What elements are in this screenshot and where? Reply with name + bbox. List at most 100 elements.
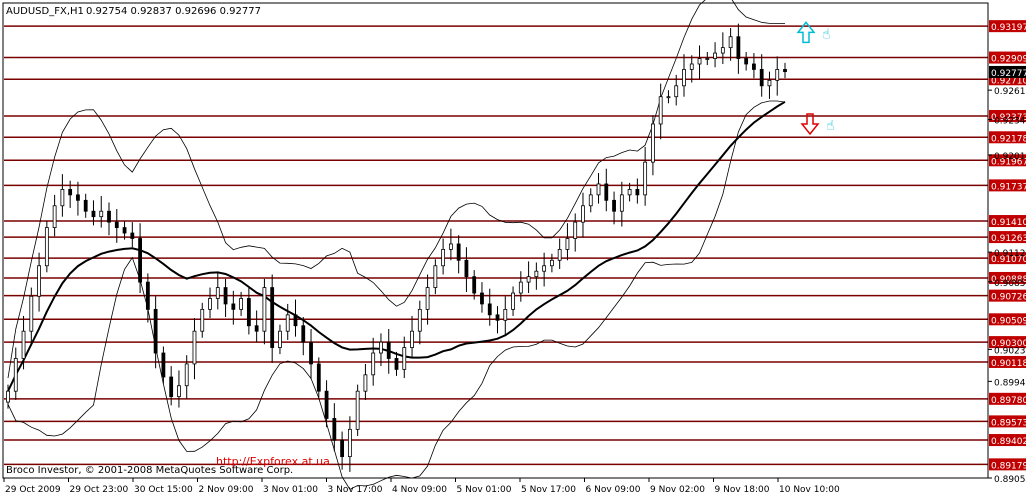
candle-body <box>456 243 461 261</box>
candle-body <box>448 243 453 250</box>
level-label: 0.89402 <box>991 437 1026 447</box>
level-label: 0.89780 <box>991 396 1026 406</box>
level-label-box <box>989 154 1026 167</box>
level-label: 0.89573 <box>991 418 1026 428</box>
candle-body <box>767 79 772 87</box>
candle-body <box>21 330 26 359</box>
x-tick-label: 3 Nov 17:00 <box>328 485 383 495</box>
candle-body <box>278 330 282 348</box>
candle-body <box>44 227 49 267</box>
candle-body <box>60 189 65 207</box>
candle-body <box>526 276 531 283</box>
x-tick-label: 5 Nov 01:00 <box>457 485 512 495</box>
level-label: 0.91967 <box>991 157 1026 167</box>
candle-body <box>651 123 655 163</box>
candle-body <box>76 194 80 201</box>
level-label: 0.89179 <box>991 461 1026 471</box>
candle-body <box>316 363 321 392</box>
level-label-box <box>989 231 1026 244</box>
candle-body <box>114 221 119 228</box>
level-label-box <box>989 289 1026 302</box>
x-tick-label: 3 Nov 01:00 <box>263 485 318 495</box>
x-tick-label: 2 Nov 09:00 <box>199 485 254 495</box>
candle-body <box>239 298 244 310</box>
candle-body <box>503 308 508 321</box>
candle-body <box>736 36 741 59</box>
x-tick-label: 29 Oct 2009 <box>5 485 61 495</box>
candle-body <box>130 232 135 239</box>
level-label: 0.91070 <box>991 255 1026 265</box>
bollinger-bands <box>7 0 786 490</box>
candle-body <box>643 161 648 196</box>
level-label-box <box>989 271 1026 284</box>
candle-body <box>417 308 422 332</box>
chart-frame <box>2 2 989 479</box>
candle-body <box>177 385 181 398</box>
candle-body <box>138 238 142 283</box>
candle-body <box>666 96 671 99</box>
candle-body <box>52 205 57 228</box>
current-price-label: 0.92777 <box>991 69 1026 79</box>
level-label: 0.92373 <box>991 113 1026 123</box>
candle-body <box>83 199 88 212</box>
x-tick-label: 4 Nov 09:00 <box>392 485 447 495</box>
pointing-hand-icon: ☝ <box>826 118 835 134</box>
candle-body <box>363 374 368 392</box>
copyright-text: Broco Investor, © 2001-2008 MetaQuotes S… <box>6 465 293 476</box>
trade-signals[interactable]: ☝☝ <box>796 21 835 136</box>
candle-body <box>6 390 10 403</box>
candle-body <box>542 265 547 272</box>
y-tick-label: 0.90853 <box>994 279 1026 289</box>
candle-body <box>487 303 492 316</box>
candle-body <box>262 287 267 332</box>
candle-body <box>425 287 430 310</box>
candle-body <box>410 330 414 348</box>
candle-body <box>744 58 749 65</box>
candle-body <box>285 314 290 332</box>
candle-body <box>246 298 251 327</box>
ohlc-readout: 0.92754 0.92837 0.92696 0.92777 <box>86 6 261 17</box>
watermark-link[interactable]: http://Expforex.at.ua <box>216 455 330 468</box>
candle-body <box>697 58 702 65</box>
candle-body <box>705 58 710 60</box>
candle-body <box>581 205 585 223</box>
candle-body <box>518 281 523 294</box>
level-label-box <box>989 336 1026 349</box>
level-label: 0.91263 <box>991 234 1026 244</box>
level-label-box <box>989 20 1026 33</box>
candle-body <box>379 341 383 354</box>
level-label: 0.91737 <box>991 182 1026 192</box>
candle-body <box>402 347 407 370</box>
level-label-box <box>989 179 1026 192</box>
time-axis: 29 Oct 2009 29 Oct 23:00 30 Oct 15:00 2 Nov… <box>3 478 840 495</box>
candle-body <box>550 259 554 267</box>
y-tick-label: 0.91125 <box>994 249 1026 259</box>
candle-body <box>223 287 228 305</box>
down-arrow-icon <box>800 113 820 136</box>
level-label: 0.91410 <box>991 218 1026 228</box>
x-tick-label: 30 Oct 15:00 <box>134 485 193 495</box>
x-tick-label: 29 Oct 23:00 <box>70 485 129 495</box>
candle-body <box>192 330 197 365</box>
level-label-box <box>989 131 1026 144</box>
level-label: 0.90888 <box>991 275 1026 285</box>
level-label-box <box>989 434 1026 447</box>
candle-body <box>627 189 632 196</box>
candle-body <box>441 248 446 267</box>
level-label-box <box>989 392 1026 405</box>
y-tick-label: 0.92015 <box>994 152 1026 162</box>
candle-body <box>596 183 601 196</box>
candle-body <box>759 69 764 87</box>
symbol-label: AUDUSD_FX,H1 <box>6 6 84 17</box>
candle-body <box>122 227 127 234</box>
candle-body <box>674 85 679 98</box>
candles <box>6 23 787 472</box>
level-label: 0.90300 <box>991 339 1026 349</box>
candle-body <box>728 36 733 49</box>
candle-body <box>394 358 399 370</box>
